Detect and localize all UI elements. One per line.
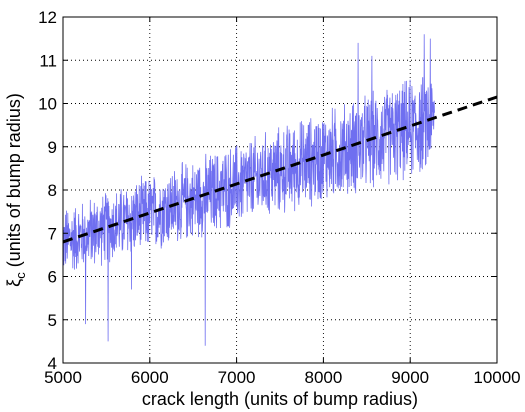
y-tick-label: 6 [48,268,57,287]
x-tick-label: 9000 [391,368,429,387]
axis-ticks: 5000 6000 7000 8000 9000 10000 4 5 6 7 8 9 10 11 12 [38,8,521,387]
x-tick-label: 8000 [304,368,342,387]
y-tick-label: 5 [48,311,57,330]
y-axis-label-symbol: ξ [4,279,24,287]
y-tick-label: 11 [39,51,57,70]
y-axis-label-subscript: c [13,272,28,279]
x-axis-label: crack length (units of bump radius) [142,389,418,409]
y-tick-label: 10 [38,95,57,114]
y-tick-label: 7 [48,224,57,243]
x-tick-label: 7000 [218,368,256,387]
x-tick-label: 5000 [44,368,82,387]
y-axis-label-text: (units of bump radius) [4,93,24,272]
y-tick-label: 9 [48,138,57,157]
noisy-data-series [62,34,435,346]
y-tick-label: 8 [48,181,57,200]
y-tick-label: 12 [38,8,57,27]
y-tick-label: 4 [48,354,57,373]
linear-fit-line [62,95,498,244]
x-tick-label: 10000 [473,368,520,387]
y-axis-label: ξc (units of bump radius) [4,93,28,287]
x-tick-label: 6000 [131,368,169,387]
plot-area [62,34,498,346]
